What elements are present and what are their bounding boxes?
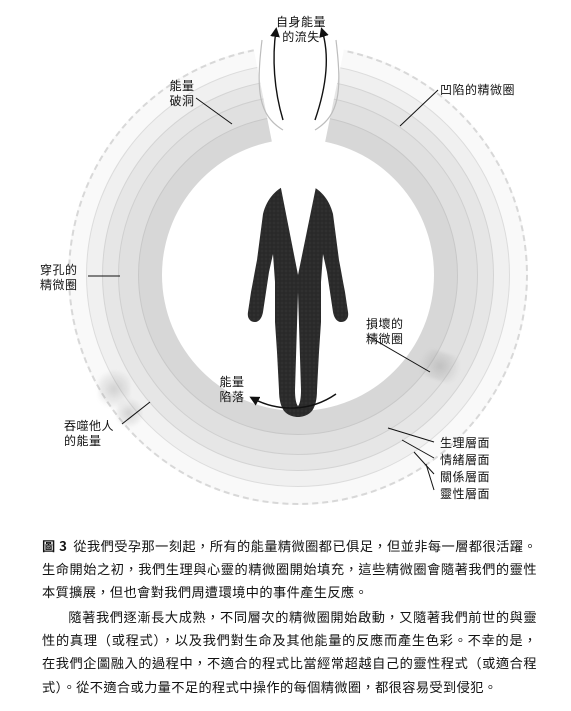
- legend-emotional: 情緒層面: [440, 451, 490, 468]
- figure-number: 圖 3: [42, 536, 67, 555]
- label-lower-inner: 損壞的精微圈: [366, 316, 416, 346]
- label-mid-left: 穿孔的精微圈: [40, 262, 88, 292]
- legend-spiritual: 靈性層面: [440, 485, 490, 502]
- label-upper-left: 能量破洞: [162, 78, 202, 108]
- label-upper-right: 凹陷的精微圈: [440, 82, 515, 97]
- layer-legend: 生理層面 情緒層面 關係層面 靈性層面: [440, 434, 490, 502]
- legend-relational: 關係層面: [440, 468, 490, 485]
- caption-para-1-text: 從我們受孕那一刻起，所有的能量精微圈都已俱足，但並非每一層都很活躍。生命開始之初…: [42, 536, 537, 601]
- label-far-lower-left: 吞噬他人的能量: [64, 418, 124, 448]
- energy-field-diagram: 自身能量的流失 能量破洞 凹陷的精微圈 穿孔的精微圈 損壞的精微圈 能量陷落 吞…: [0, 0, 571, 520]
- human-silhouette: [245, 142, 351, 417]
- label-lower-arrow: 能量陷落: [212, 374, 252, 404]
- caption-para-1: 圖 3從我們受孕那一刻起，所有的能量精微圈都已俱足，但並非每一層都很活躍。生命開…: [42, 534, 537, 603]
- legend-physical: 生理層面: [440, 434, 490, 451]
- label-top-center: 自身能量的流失: [266, 14, 336, 44]
- caption-text: 圖 3從我們受孕那一刻起，所有的能量精微圈都已俱足，但並非每一層都很活躍。生命開…: [42, 534, 537, 700]
- smudge-right: [411, 345, 469, 388]
- caption-para-2: 隨著我們逐漸長大成熟，不同層次的精微圈開始啟動，又隨著我們前世的與靈性的真理（或…: [42, 605, 537, 697]
